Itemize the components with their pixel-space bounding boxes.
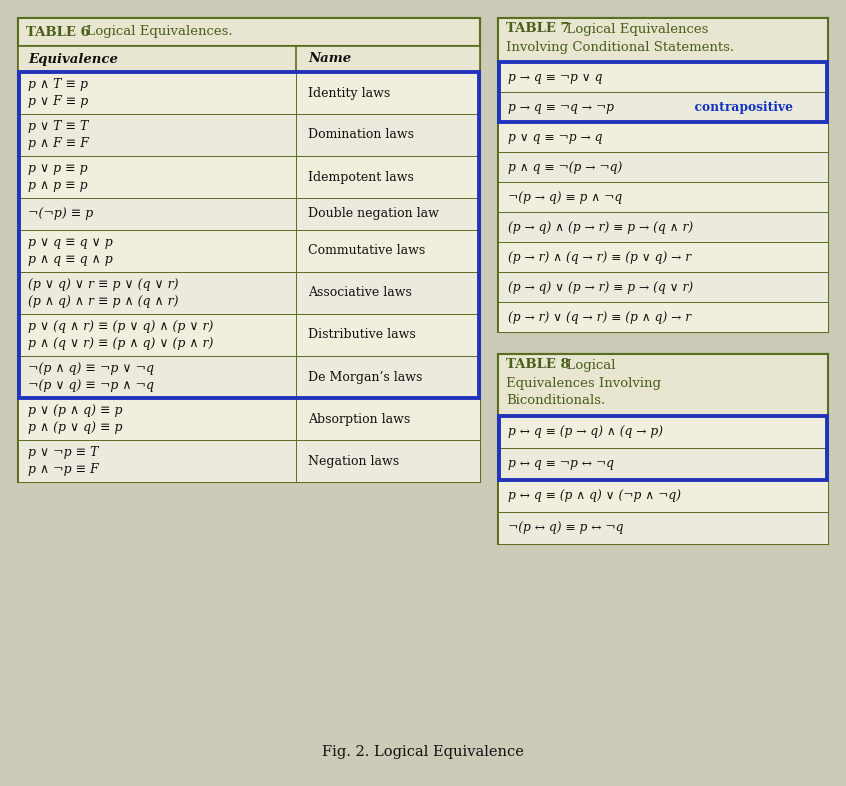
Text: De Morgan’s laws: De Morgan’s laws <box>308 370 422 384</box>
Text: p ∨ q ≡ ¬p → q: p ∨ q ≡ ¬p → q <box>508 130 602 144</box>
Text: p ∨ (p ∧ q) ≡ p: p ∨ (p ∧ q) ≡ p <box>28 404 123 417</box>
Bar <box>18 114 480 156</box>
Bar <box>18 72 480 114</box>
Text: p ∧ (p ∨ q) ≡ p: p ∧ (p ∨ q) ≡ p <box>28 421 123 434</box>
Text: p → q ≡ ¬q → ¬p: p → q ≡ ¬q → ¬p <box>508 101 614 113</box>
Bar <box>499 416 827 480</box>
Bar <box>18 156 480 198</box>
Text: p ↔ q ≡ ¬p ↔ ¬q: p ↔ q ≡ ¬p ↔ ¬q <box>508 457 614 471</box>
Bar <box>498 92 828 122</box>
Text: p ∨ T ≡ T: p ∨ T ≡ T <box>28 120 88 133</box>
Bar <box>498 152 828 182</box>
Bar <box>18 398 480 440</box>
Text: TABLE 7: TABLE 7 <box>506 23 569 35</box>
Bar <box>18 440 480 482</box>
Text: Domination laws: Domination laws <box>308 128 414 141</box>
Bar <box>498 512 828 544</box>
Bar <box>18 46 480 72</box>
Text: ¬(p ∧ q) ≡ ¬p ∨ ¬q: ¬(p ∧ q) ≡ ¬p ∨ ¬q <box>28 362 154 375</box>
Text: TABLE 6: TABLE 6 <box>26 25 90 39</box>
Text: Equivalences Involving: Equivalences Involving <box>506 376 661 390</box>
Text: Associative laws: Associative laws <box>308 287 412 299</box>
Bar <box>498 18 828 332</box>
Text: Name: Name <box>308 53 351 65</box>
Bar <box>498 416 828 448</box>
Text: p ∧ ¬p ≡ F: p ∧ ¬p ≡ F <box>28 463 99 476</box>
Text: ¬(p → q) ≡ p ∧ ¬q: ¬(p → q) ≡ p ∧ ¬q <box>508 190 623 204</box>
Bar <box>498 302 828 332</box>
Text: Equivalence: Equivalence <box>28 53 118 65</box>
Bar <box>498 242 828 272</box>
Text: Fig. 2. Logical Equivalence: Fig. 2. Logical Equivalence <box>322 745 524 759</box>
Bar <box>498 18 828 62</box>
Text: Double negation law: Double negation law <box>308 208 439 221</box>
Text: (p ∧ q) ∧ r ≡ p ∧ (q ∧ r): (p ∧ q) ∧ r ≡ p ∧ (q ∧ r) <box>28 295 179 308</box>
Bar <box>498 62 828 92</box>
Text: p ∧ T ≡ p: p ∧ T ≡ p <box>28 78 88 91</box>
Text: p ∧ q ≡ ¬(p → ¬q): p ∧ q ≡ ¬(p → ¬q) <box>508 160 623 174</box>
Bar <box>18 314 480 356</box>
Bar <box>18 198 480 230</box>
Text: p ∨ ¬p ≡ T: p ∨ ¬p ≡ T <box>28 446 98 459</box>
Text: (p → r) ∨ (q → r) ≡ (p ∧ q) → r: (p → r) ∨ (q → r) ≡ (p ∧ q) → r <box>508 310 691 324</box>
Text: p ∨ q ≡ q ∨ p: p ∨ q ≡ q ∨ p <box>28 236 113 249</box>
Bar <box>18 18 480 482</box>
Text: p ↔ q ≡ (p ∧ q) ∨ (¬p ∧ ¬q): p ↔ q ≡ (p ∧ q) ∨ (¬p ∧ ¬q) <box>508 490 681 502</box>
Bar <box>18 356 480 398</box>
Text: p ∧ q ≡ q ∧ p: p ∧ q ≡ q ∧ p <box>28 253 113 266</box>
Bar <box>498 480 828 512</box>
Text: p ∧ (q ∨ r) ≡ (p ∧ q) ∨ (p ∧ r): p ∧ (q ∨ r) ≡ (p ∧ q) ∨ (p ∧ r) <box>28 337 213 350</box>
Text: (p → r) ∧ (q → r) ≡ (p ∨ q) → r: (p → r) ∧ (q → r) ≡ (p ∨ q) → r <box>508 251 691 263</box>
Text: Logical: Logical <box>558 358 616 372</box>
Text: Biconditionals.: Biconditionals. <box>506 395 605 407</box>
Text: Involving Conditional Statements.: Involving Conditional Statements. <box>506 41 734 53</box>
Text: (p ∨ q) ∨ r ≡ p ∨ (q ∨ r): (p ∨ q) ∨ r ≡ p ∨ (q ∨ r) <box>28 278 179 291</box>
Text: contrapositive: contrapositive <box>686 101 793 113</box>
Text: Idempotent laws: Idempotent laws <box>308 171 414 183</box>
Text: Absorption laws: Absorption laws <box>308 413 410 425</box>
Text: p ∧ F ≡ F: p ∧ F ≡ F <box>28 137 89 150</box>
Text: ¬(p ∨ q) ≡ ¬p ∧ ¬q: ¬(p ∨ q) ≡ ¬p ∧ ¬q <box>28 379 154 392</box>
Text: Negation laws: Negation laws <box>308 454 399 468</box>
Bar <box>498 182 828 212</box>
Text: p ∧ p ≡ p: p ∧ p ≡ p <box>28 179 88 192</box>
Bar <box>498 354 828 544</box>
Text: p ∨ F ≡ p: p ∨ F ≡ p <box>28 95 88 108</box>
Text: ¬(¬p) ≡ p: ¬(¬p) ≡ p <box>28 208 93 221</box>
Text: (p → q) ∧ (p → r) ≡ p → (q ∧ r): (p → q) ∧ (p → r) ≡ p → (q ∧ r) <box>508 221 693 233</box>
Text: ¬(p ↔ q) ≡ p ↔ ¬q: ¬(p ↔ q) ≡ p ↔ ¬q <box>508 521 624 534</box>
Bar <box>18 230 480 272</box>
Bar <box>498 354 828 416</box>
Bar <box>18 18 480 46</box>
Text: Distributive laws: Distributive laws <box>308 329 415 341</box>
Text: Logical Equivalences.: Logical Equivalences. <box>78 25 233 39</box>
Text: p ∨ (q ∧ r) ≡ (p ∨ q) ∧ (p ∨ r): p ∨ (q ∧ r) ≡ (p ∨ q) ∧ (p ∨ r) <box>28 320 213 333</box>
Bar <box>498 122 828 152</box>
Text: Commutative laws: Commutative laws <box>308 244 426 258</box>
Bar <box>498 448 828 480</box>
Bar <box>499 62 827 122</box>
Text: (p → q) ∨ (p → r) ≡ p → (q ∨ r): (p → q) ∨ (p → r) ≡ p → (q ∨ r) <box>508 281 693 293</box>
Bar <box>18 272 480 314</box>
Text: Logical Equivalences: Logical Equivalences <box>558 23 708 35</box>
Text: p → q ≡ ¬p ∨ q: p → q ≡ ¬p ∨ q <box>508 71 602 83</box>
Text: p ∨ p ≡ p: p ∨ p ≡ p <box>28 162 88 175</box>
Text: Identity laws: Identity laws <box>308 86 390 100</box>
Bar <box>19 72 479 398</box>
Text: p ↔ q ≡ (p → q) ∧ (q → p): p ↔ q ≡ (p → q) ∧ (q → p) <box>508 425 663 439</box>
Bar <box>498 272 828 302</box>
Text: TABLE 8: TABLE 8 <box>506 358 569 372</box>
Bar <box>498 212 828 242</box>
